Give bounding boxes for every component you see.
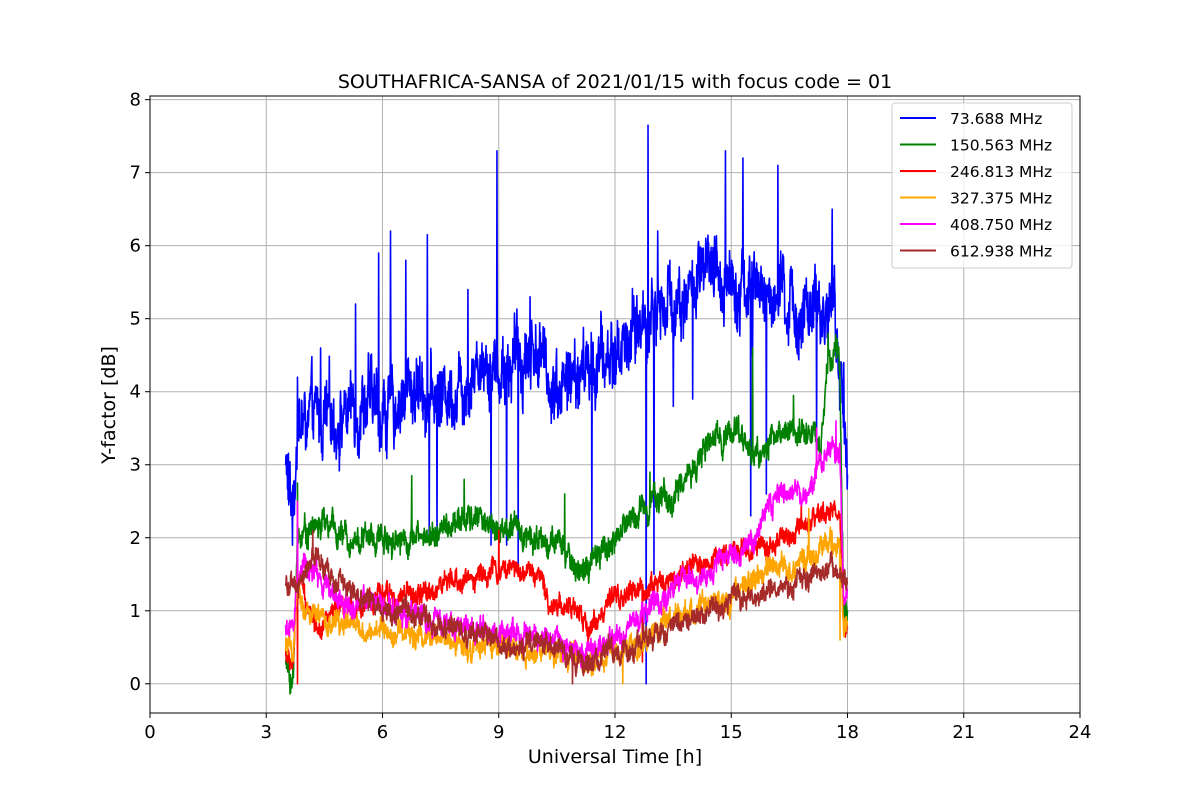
x-tick-label: 6 bbox=[377, 722, 388, 743]
x-tick-label: 24 bbox=[1069, 722, 1092, 743]
legend: 73.688 MHz 150.563 MHz 246.813 MHz 327.375 … bbox=[891, 102, 1073, 269]
y-tick-label: 8 bbox=[130, 90, 141, 111]
y-tick-label: 4 bbox=[130, 382, 141, 403]
x-tick-label: 15 bbox=[720, 722, 743, 743]
legend-label-0: 73.688 MHz bbox=[950, 110, 1042, 128]
x-axis-label: Universal Time [h] bbox=[528, 746, 702, 768]
y-tick-label: 2 bbox=[130, 528, 141, 549]
y-tick-label: 3 bbox=[130, 455, 141, 476]
y-tick-label: 5 bbox=[130, 309, 141, 330]
x-tick-label: 3 bbox=[261, 722, 272, 743]
chart-title: SOUTHAFRICA-SANSA of 2021/01/15 with foc… bbox=[338, 71, 892, 93]
legend-label-5: 612.938 MHz bbox=[950, 243, 1052, 261]
y-tick-label: 0 bbox=[130, 674, 141, 695]
legend-label-1: 150.563 MHz bbox=[950, 137, 1052, 155]
x-tick-label: 0 bbox=[144, 722, 155, 743]
x-tick-label: 9 bbox=[493, 722, 504, 743]
legend-label-4: 408.750 MHz bbox=[950, 216, 1052, 234]
series-line-0 bbox=[284, 124, 849, 685]
legend-label-3: 327.375 MHz bbox=[950, 190, 1052, 208]
y-axis-label: Y-factor [dB] bbox=[98, 346, 120, 465]
series-line-1 bbox=[284, 332, 849, 695]
series-layer bbox=[284, 124, 849, 695]
series-line-4 bbox=[284, 420, 849, 669]
legend-label-2: 246.813 MHz bbox=[950, 163, 1052, 181]
y-tick-label: 7 bbox=[130, 163, 141, 184]
series-line-5 bbox=[284, 529, 849, 685]
x-tick-label: 18 bbox=[836, 722, 859, 743]
x-tick-label: 21 bbox=[952, 722, 975, 743]
y-tick-label: 1 bbox=[130, 601, 141, 622]
x-tick-label: 12 bbox=[604, 722, 627, 743]
legend-box bbox=[891, 102, 1073, 269]
y-tick-label: 6 bbox=[130, 236, 141, 257]
